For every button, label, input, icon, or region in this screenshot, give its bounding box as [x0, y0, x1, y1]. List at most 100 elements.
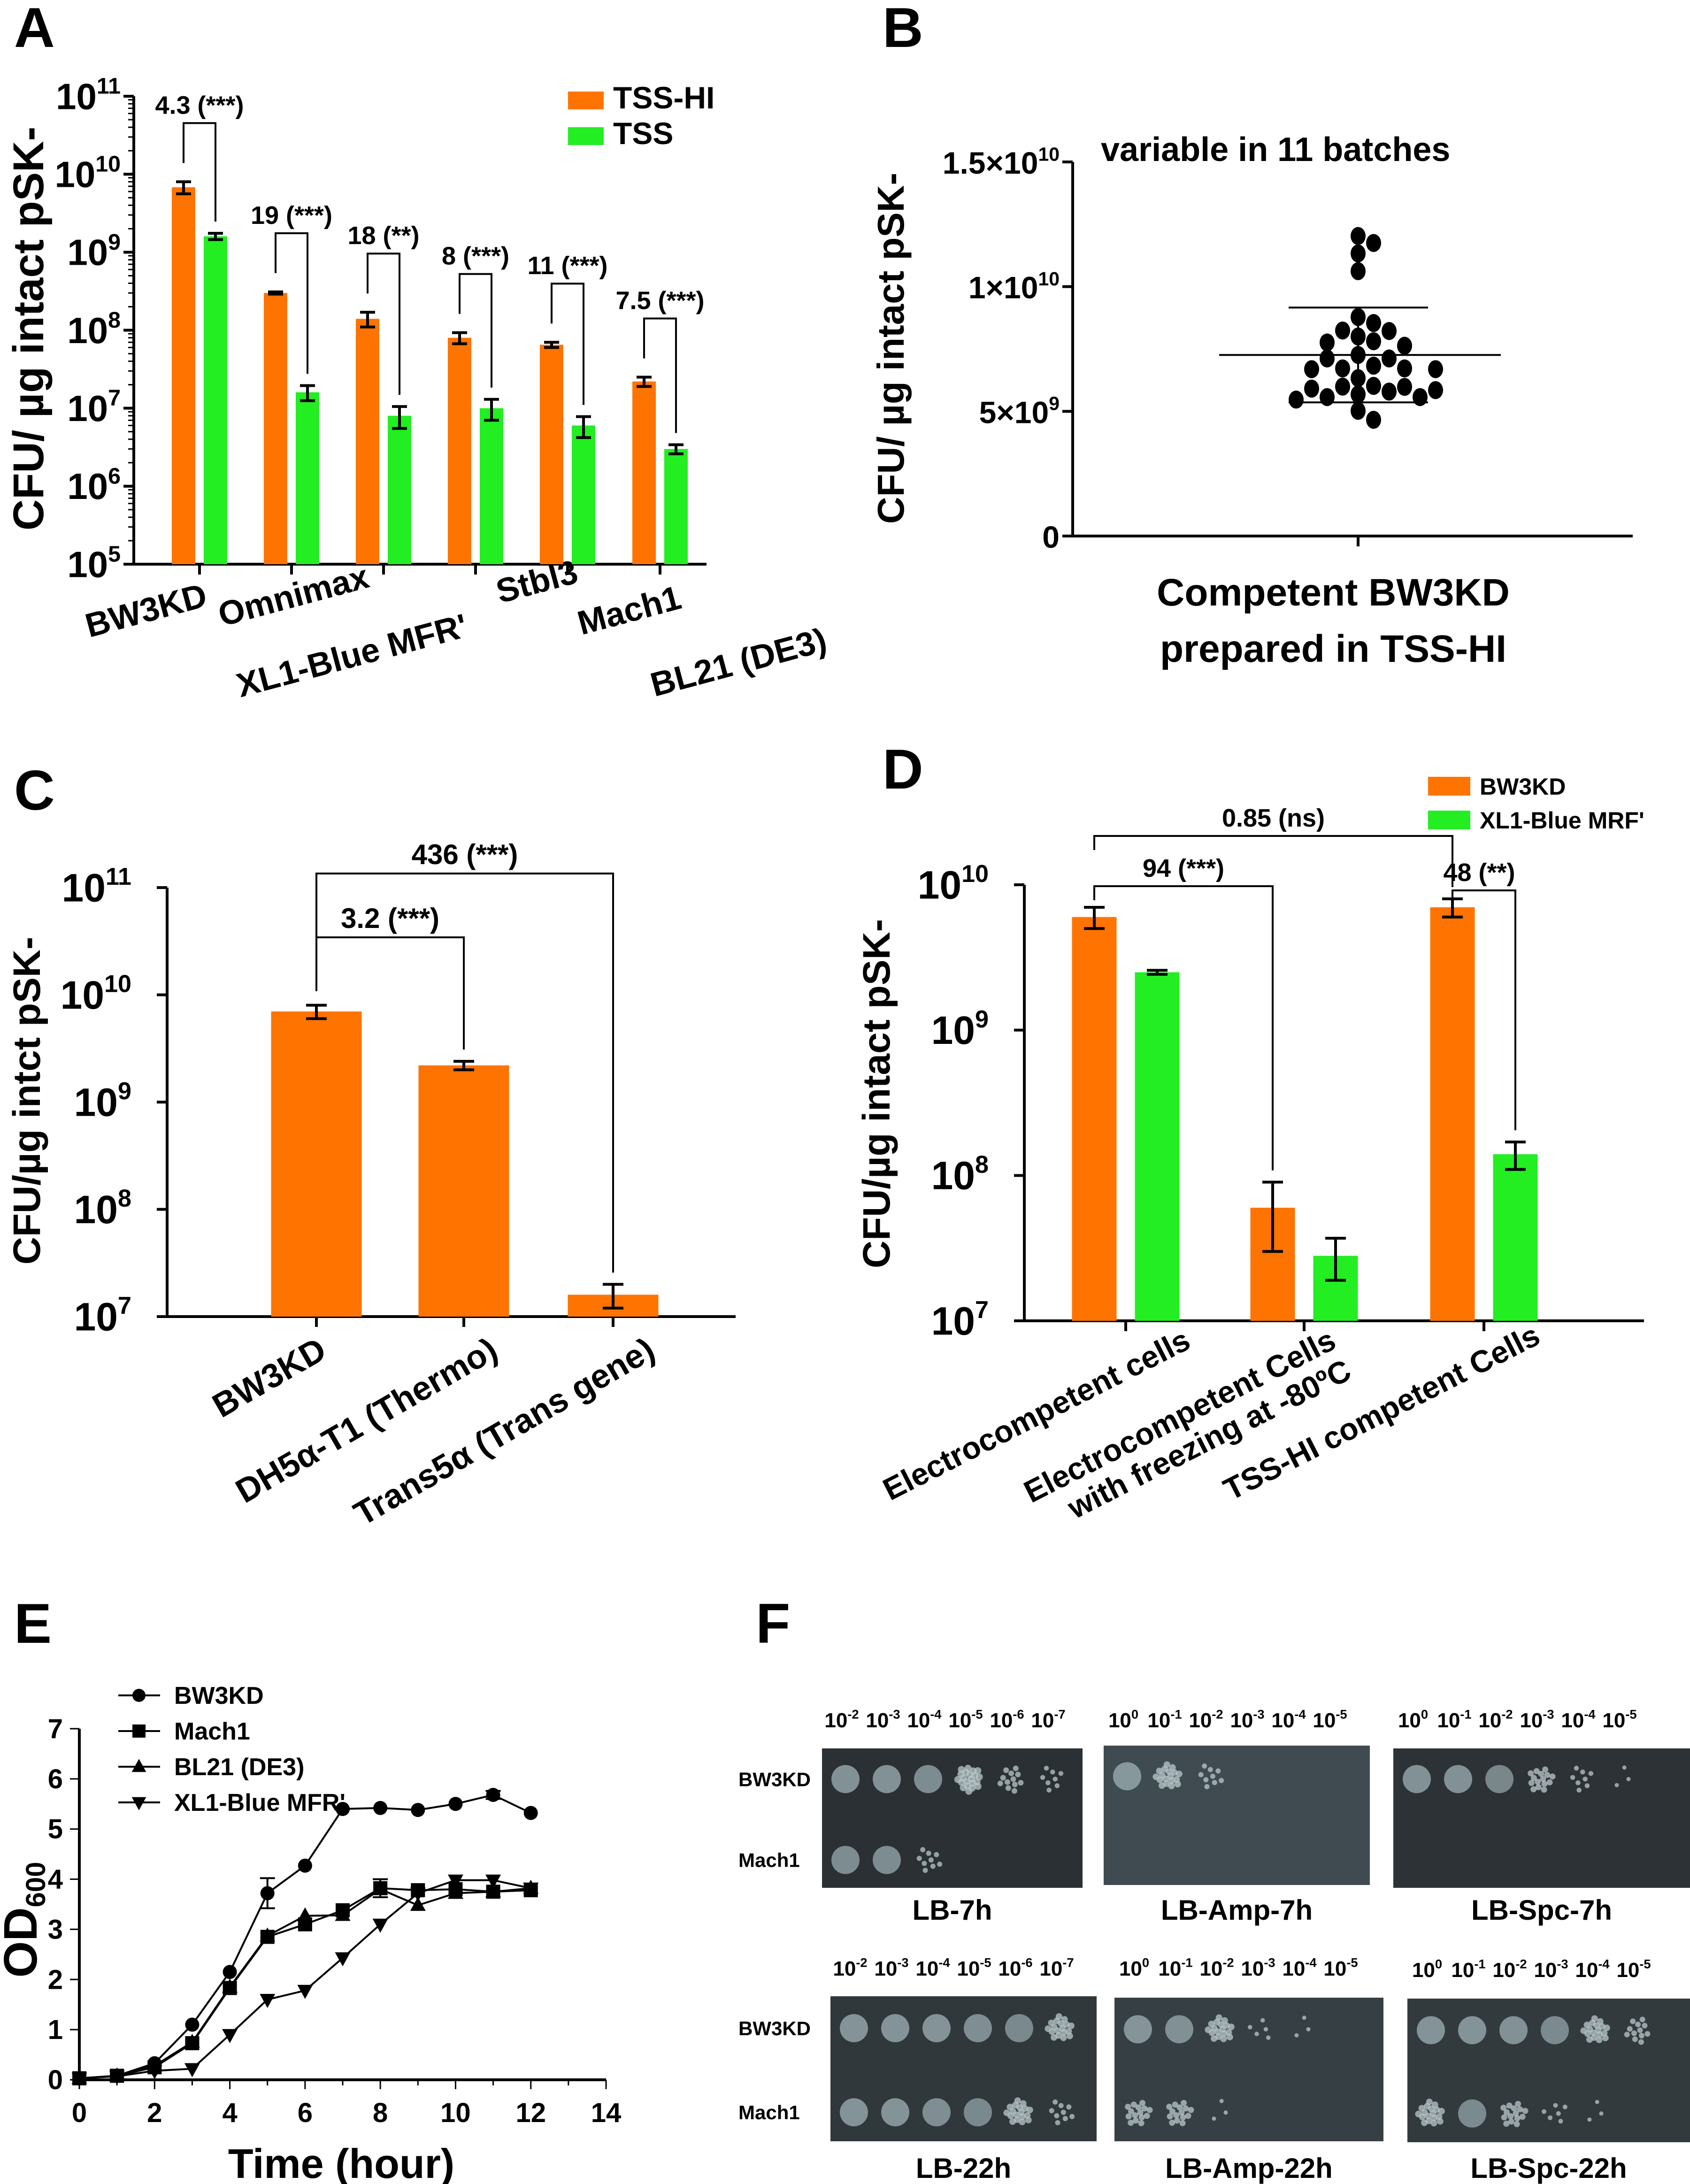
colony: [1221, 2017, 1228, 2024]
dilution-label-exponent: -4: [938, 1955, 950, 1970]
colony: [1173, 2112, 1180, 2119]
bacterial-spot: [1499, 2016, 1528, 2045]
dilution-label-exponent: -2: [1222, 1955, 1234, 1970]
colony: [1642, 2023, 1648, 2029]
colony: [922, 1861, 927, 1866]
panel-b-x-axis-title-line1: Competent BW3KD: [1157, 571, 1510, 614]
marker-circle: [411, 1803, 425, 1817]
colony: [1058, 1771, 1064, 1776]
data-point: [1413, 388, 1428, 406]
colony: [1507, 2113, 1514, 2120]
y-tick-label: 7: [48, 1714, 63, 1744]
colony: [1515, 2100, 1521, 2107]
colony: [1631, 2030, 1637, 2036]
y-tick-label: 1010: [61, 971, 131, 1017]
colony: [1632, 2036, 1638, 2042]
colony: [1533, 1768, 1540, 1774]
significance-bracket: [275, 232, 308, 374]
colony: [1535, 1778, 1541, 1785]
bacterial-spot: [964, 2014, 992, 2042]
dilution-label-base: 10: [1282, 1957, 1305, 1980]
bar-xl1-blue-mrf-: [1493, 1154, 1538, 1321]
significance-label: 19 (***): [251, 201, 332, 230]
marker-triangle-down: [410, 1887, 426, 1902]
dilution-label-exponent: -1: [1460, 1707, 1471, 1722]
y-tick-label: 1.5×1010: [943, 143, 1060, 180]
colony: [1635, 2022, 1641, 2028]
y-tick-label-base: 10: [61, 973, 104, 1017]
y-tick-label: 107: [74, 1292, 131, 1339]
colony: [1528, 1770, 1534, 1777]
series-xl1-blue-mfr-: XL1-Blue MFR': [71, 1789, 539, 2087]
colony: [1013, 1765, 1019, 1771]
dilution-label: 10-4: [1575, 1957, 1610, 1982]
data-point: [1351, 227, 1366, 245]
y-tick-label-exponent: 5: [108, 542, 121, 567]
marker-circle: [223, 1965, 237, 1979]
colony: [1026, 2107, 1033, 2114]
dilution-label: 10-2: [1189, 1707, 1223, 1732]
data-point: [1397, 337, 1412, 355]
colony: [1011, 1788, 1017, 1794]
bar-tss: [572, 425, 595, 564]
colony: [922, 1868, 928, 1873]
colony: [1135, 2104, 1142, 2111]
dilution-label: 10-7: [1031, 1707, 1065, 1732]
colony: [1588, 1771, 1594, 1776]
y-tick-label-exponent: 8: [108, 307, 121, 333]
colony: [1215, 2014, 1222, 2021]
y-tick-label-base: 10: [67, 310, 108, 351]
y-tick-label: 109: [931, 1006, 989, 1052]
dilution-label-base: 10: [1031, 1709, 1054, 1732]
colony: [1128, 2108, 1134, 2115]
dilution-label-exponent: -3: [889, 1707, 900, 1722]
colony: [1061, 2016, 1068, 2023]
dilution-label: 100: [1412, 1957, 1442, 1982]
bacterial-spot: [1485, 1765, 1513, 1793]
dilution-label-base: 10: [957, 1957, 980, 1980]
colony: [1069, 2114, 1075, 2119]
bar-tss: [296, 392, 319, 564]
marker-triangle-down: [184, 2063, 200, 2077]
y-tick-label: 109: [67, 230, 121, 273]
dilution-label-exponent: -5: [980, 1955, 991, 1970]
dilution-label-exponent: 0: [1131, 1707, 1138, 1722]
colony: [1431, 2101, 1438, 2108]
colony: [1000, 1775, 1006, 1781]
row-label: BW3KD: [738, 2017, 811, 2039]
data-point: [1382, 322, 1397, 340]
marker-circle: [523, 1806, 538, 1820]
panel-e-y-axis-title: OD600: [0, 1862, 51, 1978]
colony: [1220, 2035, 1227, 2042]
y-tick-label: 108: [931, 1151, 989, 1197]
colony: [1202, 1763, 1207, 1769]
dilution-label-base: 10: [1189, 1709, 1212, 1732]
y-tick-label: 0: [1042, 520, 1060, 554]
dilution-label-exponent: -5: [971, 1707, 983, 1722]
colony: [1219, 1778, 1224, 1783]
colony: [1048, 2019, 1055, 2026]
colony: [1603, 2024, 1610, 2031]
colony: [1174, 1780, 1181, 1787]
dilution-label-exponent: -4: [1294, 1707, 1306, 1722]
colony: [1005, 1785, 1011, 1791]
colony: [1266, 2035, 1271, 2040]
dilution-label-base: 10: [1147, 1709, 1170, 1732]
dilution-label-exponent: -2: [1515, 1957, 1527, 1971]
y-tick-label-exponent: 7: [975, 1296, 989, 1324]
dilution-label-exponent: -5: [1336, 1707, 1347, 1722]
bacterial-spot: [1113, 1762, 1141, 1791]
colony: [1212, 2116, 1216, 2121]
colony: [1215, 1768, 1221, 1774]
dilution-label-exponent: -6: [1013, 1707, 1024, 1722]
dilution-label: 10-3: [1520, 1707, 1554, 1732]
dilution-label-exponent: -7: [1062, 1955, 1074, 1970]
colony: [1146, 2107, 1153, 2113]
dilution-label-exponent: 0: [1142, 1955, 1149, 1970]
colony: [1128, 2120, 1134, 2126]
colony: [1517, 2106, 1523, 2113]
colony: [1302, 2015, 1306, 2020]
colony: [1055, 2013, 1062, 2020]
dilution-label: 10-4: [1561, 1707, 1596, 1732]
